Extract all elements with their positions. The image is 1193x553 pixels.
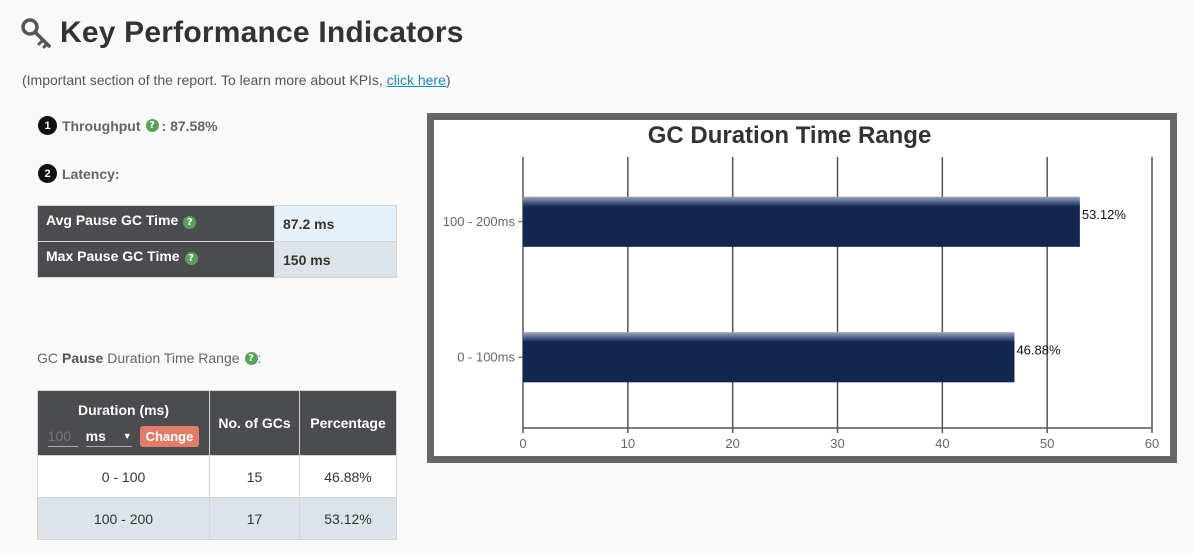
data-label: 46.88% xyxy=(1016,342,1061,357)
max-pause-label: Max Pause GC Time xyxy=(46,248,180,264)
y-tick-label: 100 - 200ms xyxy=(443,214,516,229)
max-pause-value: 150 ms xyxy=(274,241,397,278)
range-title-prefix: GC xyxy=(37,350,58,366)
range-title-suffix: Duration Time Range xyxy=(107,350,240,366)
unit-select[interactable]: ms ▼ xyxy=(85,426,132,447)
learn-more-link[interactable]: click here xyxy=(386,72,446,88)
range-title-colon: : xyxy=(257,350,262,366)
intro-suffix: ) xyxy=(445,72,451,88)
duration-header: Duration (ms) ms ▼ Change xyxy=(37,390,210,456)
range-section-title: GC Pause Duration Time Range ? : xyxy=(37,350,261,366)
key-icon xyxy=(21,18,51,49)
throughput-label: Throughput xyxy=(62,117,141,134)
percentage-header: Percentage xyxy=(299,390,397,456)
percentage-cell: 46.88% xyxy=(299,455,397,498)
help-icon[interactable]: ? xyxy=(184,252,198,265)
throughput-value: : 87.58% xyxy=(161,117,218,134)
table-header-row: Duration (ms) ms ▼ Change No. of GCs Per… xyxy=(37,390,397,456)
kpi-header: Key Performance Indicators xyxy=(20,16,464,50)
avg-pause-label-cell: Avg Pause GC Time? xyxy=(37,205,275,242)
change-button[interactable]: Change xyxy=(139,425,200,447)
chart-title: GC Duration Time Range xyxy=(648,122,932,149)
x-tick-label: 40 xyxy=(935,436,949,451)
page-title: Key Performance Indicators xyxy=(60,16,464,49)
range-title-bold: Pause xyxy=(62,350,104,366)
range-cell: 100 - 200 xyxy=(37,497,210,540)
x-tick-label: 20 xyxy=(725,436,739,451)
duration-controls: ms ▼ Change xyxy=(38,425,209,447)
latency-table: Avg Pause GC Time? 87.2 ms Max Pause GC … xyxy=(37,205,397,278)
avg-pause-label: Avg Pause GC Time xyxy=(46,212,179,228)
count-header: No. of GCs xyxy=(209,390,300,456)
percentage-cell: 53.12% xyxy=(299,497,397,540)
x-tick-label: 0 xyxy=(519,436,526,451)
unit-select-value: ms xyxy=(85,427,106,444)
bar xyxy=(523,196,1080,247)
table-row: Avg Pause GC Time? 87.2 ms xyxy=(37,205,397,242)
duration-input[interactable] xyxy=(47,425,78,447)
help-icon[interactable]: ? xyxy=(145,119,159,132)
y-tick-label: 0 - 100ms xyxy=(457,349,515,364)
table-row: 0 - 100 15 46.88% xyxy=(37,455,397,498)
data-label: 53.12% xyxy=(1082,207,1127,222)
gc-duration-table: Duration (ms) ms ▼ Change No. of GCs Per… xyxy=(37,390,397,540)
gc-duration-chart: GC Duration Time Range 0 10 20 30 40 50 60 100 -… xyxy=(443,122,1160,451)
max-pause-label-cell: Max Pause GC Time? xyxy=(37,241,275,278)
x-tick-label: 30 xyxy=(830,436,844,451)
help-icon[interactable]: ? xyxy=(183,216,197,229)
x-tick-label: 60 xyxy=(1145,436,1159,451)
intro-text: (Important section of the report. To lea… xyxy=(22,72,451,88)
duration-header-label: Duration (ms) xyxy=(78,401,169,418)
count-cell: 15 xyxy=(209,455,300,498)
x-tick-label: 50 xyxy=(1040,436,1054,451)
table-row: 100 - 200 17 53.12% xyxy=(37,497,397,540)
range-cell: 0 - 100 xyxy=(37,455,210,498)
latency-label: Latency: xyxy=(62,165,120,182)
count-cell: 17 xyxy=(209,497,300,540)
latency-line: 2 Latency: xyxy=(38,164,120,183)
chart-frame: GC Duration Time Range 0 10 20 30 40 50 60 100 -… xyxy=(427,113,1177,463)
number-badge-1: 1 xyxy=(38,116,57,135)
intro-prefix: (Important section of the report. To lea… xyxy=(22,72,387,88)
help-icon[interactable]: ? xyxy=(244,351,258,365)
caret-down-icon: ▼ xyxy=(122,430,132,441)
table-row: Max Pause GC Time? 150 ms xyxy=(37,241,397,278)
avg-pause-value: 87.2 ms xyxy=(274,205,397,242)
x-tick-label: 10 xyxy=(621,436,635,451)
throughput-line: 1 Throughput ? : 87.58% xyxy=(38,116,218,135)
number-badge-2: 2 xyxy=(38,164,57,183)
bar xyxy=(523,332,1015,383)
